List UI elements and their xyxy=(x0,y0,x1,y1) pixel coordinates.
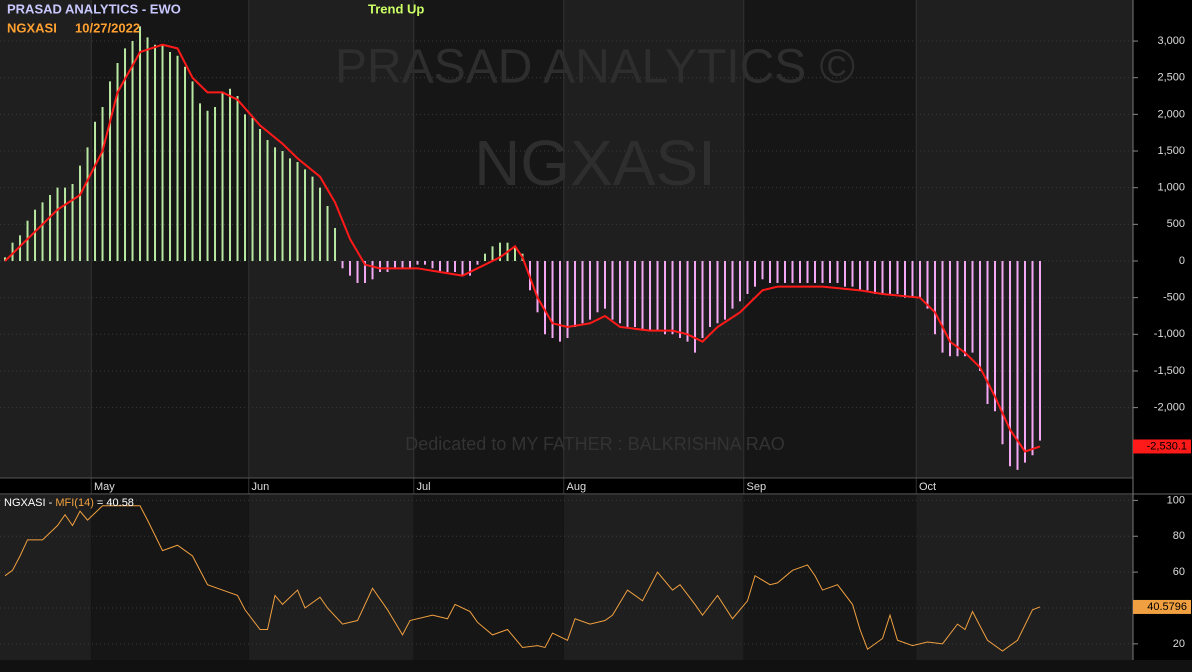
watermark: PRASAD ANALYTICS © xyxy=(335,41,855,94)
band xyxy=(248,495,414,660)
indicator-title: NGXASI - MFI(14) = 40.58 xyxy=(4,497,134,509)
footer xyxy=(0,660,1192,672)
y-tick-label: 2,000 xyxy=(1157,108,1185,120)
band xyxy=(413,0,564,478)
symbol: NGXASI xyxy=(7,20,57,35)
y-tick-label: 500 xyxy=(1167,218,1185,230)
last-value-label: -2,530.1 xyxy=(1147,440,1187,452)
y-tick-label: -1,500 xyxy=(1154,365,1185,377)
last-value-label: 40.5796 xyxy=(1147,601,1187,613)
y-tick-label: 60 xyxy=(1173,566,1185,578)
y-tick-label: 100 xyxy=(1167,494,1185,506)
indicator-reading: = 40.58 xyxy=(97,497,134,509)
band xyxy=(91,495,249,660)
x-tick-label: Jul xyxy=(417,481,431,493)
band xyxy=(248,0,414,478)
band xyxy=(0,0,92,478)
line xyxy=(4,505,1041,652)
band xyxy=(413,495,564,660)
watermark: Dedicated to MY FATHER : BALKRISHNA RAO xyxy=(405,434,784,454)
y-tick-label: 3,000 xyxy=(1157,35,1185,47)
last-value-box xyxy=(1133,439,1191,454)
y-tick-label: -2,000 xyxy=(1154,402,1185,414)
watermark: NGXASI xyxy=(474,127,716,199)
annotation: Trend Up xyxy=(368,1,424,16)
x-tick-label: Jun xyxy=(252,481,270,493)
band xyxy=(563,495,744,660)
x-tick-label: May xyxy=(94,481,115,493)
x-tick-label: Aug xyxy=(567,481,587,493)
y-tick-label: -500 xyxy=(1163,292,1185,304)
indicator-symbol: NGXASI - xyxy=(4,497,53,509)
x-tick-label: Sep xyxy=(747,481,767,493)
y-tick-label: 2,500 xyxy=(1157,72,1185,84)
x-tick-label: Oct xyxy=(919,481,936,493)
band xyxy=(916,495,1133,660)
band xyxy=(563,0,744,478)
band xyxy=(743,495,917,660)
y-tick-label: -1,000 xyxy=(1154,328,1185,340)
y-tick-label: 20 xyxy=(1173,638,1185,650)
y-tick-label: 1,500 xyxy=(1157,145,1185,157)
y-tick-label: 80 xyxy=(1173,530,1185,542)
y-tick-label: 1,000 xyxy=(1157,182,1185,194)
indicator-name: MFI(14) xyxy=(55,497,94,509)
marks xyxy=(4,26,1042,652)
last-value-box xyxy=(1133,599,1191,614)
band xyxy=(0,495,92,660)
chart-title: PRASAD ANALYTICS - EWO xyxy=(7,1,181,16)
y-tick-label: 0 xyxy=(1179,255,1185,267)
band xyxy=(743,0,917,478)
date: 10/27/2022 xyxy=(75,20,140,35)
line xyxy=(4,43,1041,453)
